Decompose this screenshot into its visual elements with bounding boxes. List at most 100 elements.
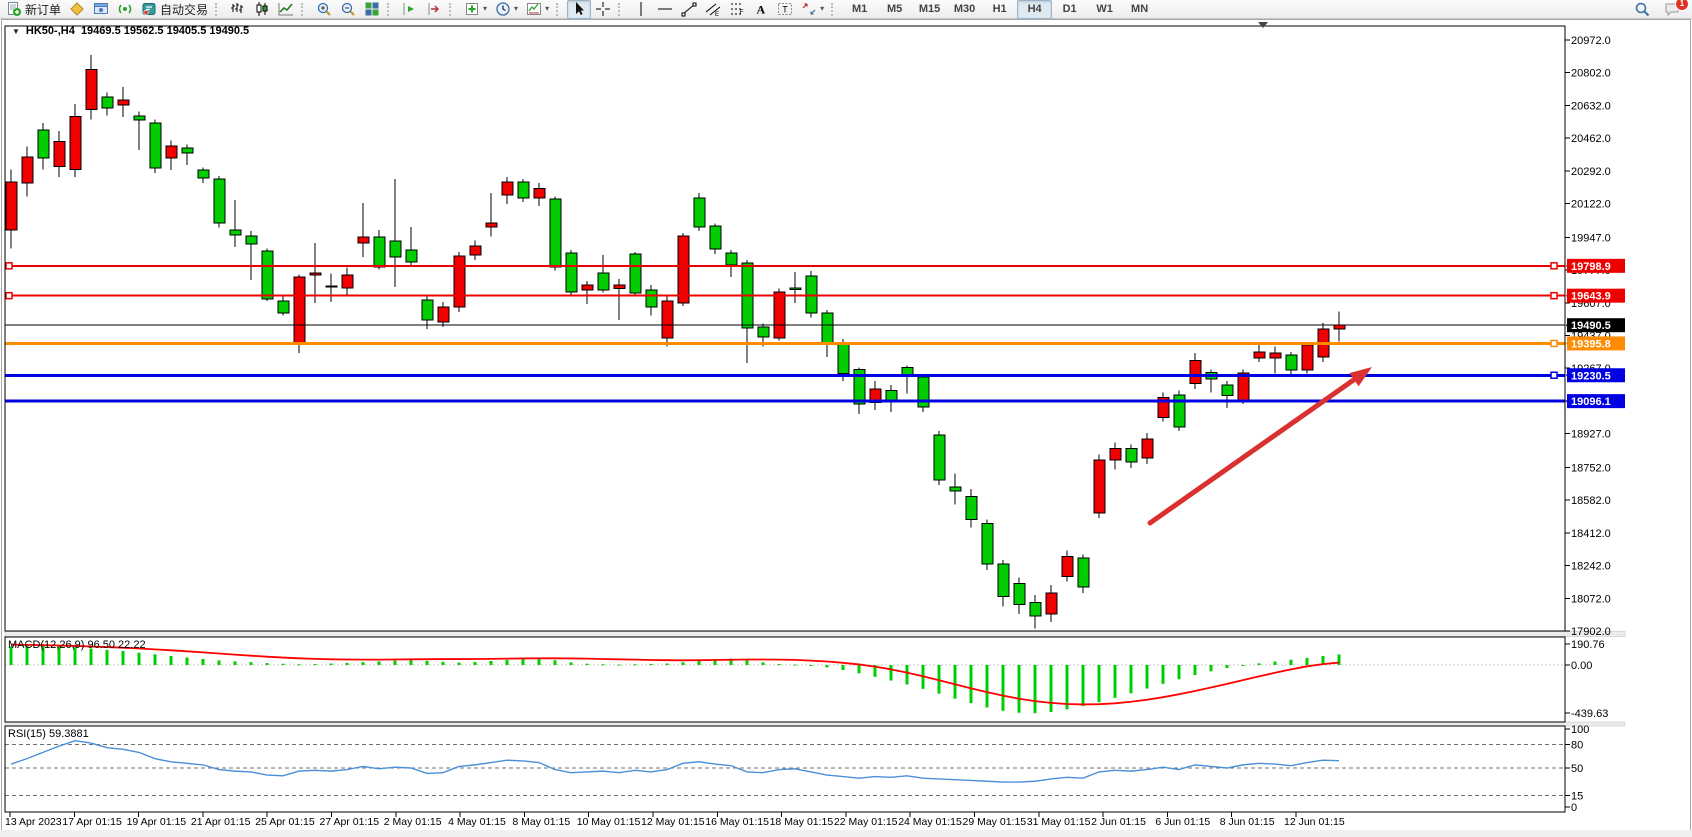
candle-chart-icon — [256, 2, 268, 16]
timeframe-h1-button[interactable]: H1 — [992, 3, 1007, 15]
svg-text:-439.63: -439.63 — [1571, 708, 1608, 720]
svg-text:4 May 01:15: 4 May 01:15 — [448, 816, 506, 828]
crosshair-tool-button[interactable] — [591, 0, 615, 19]
svg-text:22 May 01:15: 22 May 01:15 — [834, 816, 898, 828]
line-chart-icon — [278, 3, 294, 16]
bar-chart-icon — [231, 3, 244, 13]
timeframe-d1-button[interactable]: D1 — [1062, 3, 1077, 15]
toolbar-separator — [556, 2, 563, 16]
equidistant-channel-tool-button[interactable]: E — [701, 0, 725, 19]
bar-shift-marker[interactable] — [1258, 22, 1268, 28]
svg-text:19947.0: 19947.0 — [1571, 232, 1611, 244]
svg-text:27 Apr 01:15: 27 Apr 01:15 — [320, 816, 380, 828]
market-watch-button[interactable] — [65, 0, 89, 19]
svg-text:19230.5: 19230.5 — [1571, 370, 1611, 382]
timeframe-m1-button[interactable]: M1 — [851, 3, 868, 15]
chart-shift-button[interactable] — [422, 0, 446, 19]
time-axis[interactable]: 13 Apr 2023 17 Apr 01:15 19 Apr 01:15 21 Ap… — [5, 812, 1345, 828]
toolbar-separator — [831, 2, 838, 16]
tile-windows-button[interactable] — [360, 0, 384, 19]
svg-text:17 Apr 01:15: 17 Apr 01:15 — [62, 816, 122, 828]
auto-scroll-button[interactable] — [398, 0, 422, 19]
signals-button[interactable] — [113, 0, 137, 19]
zoom-out-button[interactable] — [336, 0, 360, 19]
periods-icon — [496, 2, 510, 16]
auto-scroll-icon — [403, 3, 415, 15]
timeframe-w1-button[interactable]: W1 — [1096, 3, 1113, 15]
svg-text:8 Jun 01:15: 8 Jun 01:15 — [1220, 816, 1275, 828]
periods-button[interactable]: ▾ — [491, 0, 522, 19]
macd-indicator-label: MACD(12,26,9) 96.50 22.22 — [8, 639, 146, 651]
svg-text:19395.8: 19395.8 — [1571, 338, 1611, 350]
timeframe-h4-button[interactable]: H4 — [1017, 0, 1053, 19]
svg-text:31 May 01:15: 31 May 01:15 — [1027, 816, 1091, 828]
timeframe-m30-button[interactable]: M30 — [953, 3, 976, 15]
timeframe-mn-button[interactable]: MN — [1131, 3, 1149, 15]
svg-text:20632.0: 20632.0 — [1571, 100, 1611, 112]
line-chart-mode-button[interactable] — [274, 0, 298, 19]
zoom-in-button[interactable] — [312, 0, 336, 19]
svg-text:A: A — [757, 3, 766, 17]
bar-chart-mode-button[interactable] — [226, 0, 250, 19]
svg-text:20972.0: 20972.0 — [1571, 35, 1611, 47]
svg-text:18072.0: 18072.0 — [1571, 593, 1611, 605]
timeframe-m15-button[interactable]: M15 — [918, 3, 941, 15]
toolbar: 新订单 自动交易 ▾ ▾ ▾ E F A T ▾ M1 M5 M15 M30 H1 H4 D1 W1 MN 1 — [0, 0, 1692, 19]
support-resistance-lines[interactable] — [5, 262, 1565, 403]
text-tool-button[interactable]: A — [749, 0, 773, 19]
timeframe-m5-button[interactable]: M5 — [886, 3, 903, 15]
new-order-icon — [8, 2, 21, 16]
vertical-line-tool-button[interactable] — [629, 0, 653, 19]
candle-chart-mode-button[interactable] — [250, 0, 274, 19]
trendline-icon — [681, 2, 697, 17]
new-order-button[interactable]: 新订单 — [2, 0, 65, 19]
svg-text:19490.5: 19490.5 — [1571, 320, 1611, 332]
svg-text:6 Jun 01:15: 6 Jun 01:15 — [1155, 816, 1210, 828]
horizontal-line-tool-button[interactable] — [653, 0, 677, 19]
svg-text:2 Jun 01:15: 2 Jun 01:15 — [1091, 816, 1146, 828]
cursor-tool-button[interactable] — [567, 0, 592, 19]
chart-symbol-title: ▼ HK50-,H4 19469.5 19562.5 19405.5 19490… — [12, 25, 249, 37]
market-watch-icon — [70, 2, 84, 16]
templates-icon — [527, 3, 542, 15]
svg-text:18242.0: 18242.0 — [1571, 561, 1611, 573]
templates-button[interactable]: ▾ — [522, 0, 553, 19]
text-label-icon: T — [778, 3, 793, 15]
toolbar-separator — [449, 2, 456, 16]
trend-arrow-annotation[interactable] — [1147, 367, 1372, 526]
svg-text:21 Apr 01:15: 21 Apr 01:15 — [191, 816, 251, 828]
crosshair-icon — [596, 2, 611, 16]
svg-text:12 Jun 01:15: 12 Jun 01:15 — [1284, 816, 1345, 828]
autotrading-label: 自动交易 — [160, 2, 209, 17]
add-indicator-button[interactable]: ▾ — [460, 0, 491, 19]
add-indicator-icon — [466, 3, 479, 15]
data-window-button[interactable] — [89, 0, 113, 19]
chat-button[interactable]: 1 — [1660, 0, 1689, 19]
autotrading-button[interactable]: 自动交易 — [137, 0, 212, 19]
svg-text:0: 0 — [1571, 802, 1577, 814]
text-label-tool-button[interactable]: T — [773, 0, 797, 19]
toolbar-separator — [301, 2, 308, 16]
arrows-tool-button[interactable]: ▾ — [797, 0, 828, 19]
svg-text:19096.1: 19096.1 — [1571, 396, 1611, 408]
candlestick-series — [5, 55, 1346, 629]
svg-text:18582.0: 18582.0 — [1571, 495, 1611, 507]
svg-text:15: 15 — [1571, 790, 1583, 802]
horizontal-line-icon — [658, 8, 673, 10]
toolbar-separator — [618, 2, 625, 16]
cursor-icon — [576, 2, 585, 15]
toolbar-separator — [215, 2, 222, 16]
svg-text:19 Apr 01:15: 19 Apr 01:15 — [127, 816, 187, 828]
macd-panel[interactable] — [5, 643, 1565, 714]
svg-text:20462.0: 20462.0 — [1571, 133, 1611, 145]
trendline-tool-button[interactable] — [677, 0, 701, 19]
fibonacci-tool-button[interactable]: F — [725, 0, 749, 19]
rsi-panel[interactable] — [5, 739, 1565, 796]
chevron-down-icon[interactable]: ▼ — [12, 26, 20, 36]
search-button[interactable] — [1630, 0, 1654, 19]
svg-text:2 May 01:15: 2 May 01:15 — [384, 816, 442, 828]
svg-text:190.76: 190.76 — [1571, 639, 1605, 651]
svg-text:E: E — [715, 12, 719, 17]
autotrading-icon — [142, 3, 156, 16]
